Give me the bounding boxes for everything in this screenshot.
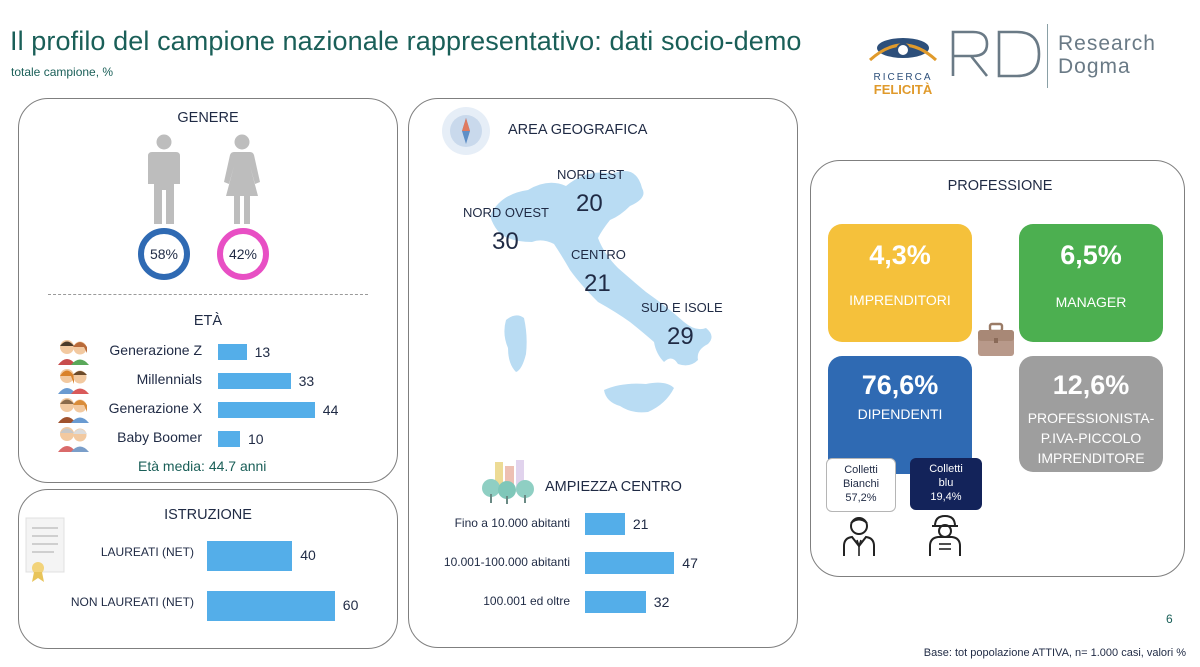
professione-title: PROFESSIONE: [947, 178, 1053, 194]
svg-text:FELICITÀ: FELICITÀ: [874, 82, 933, 97]
eta-value: 33: [298, 373, 315, 389]
area-title: AREA GEOGRAFICA: [508, 122, 648, 138]
ampiezza-value: 47: [682, 555, 698, 571]
istruzione-bar: [207, 541, 293, 571]
eta-media: Età media: 44.7 anni: [138, 458, 267, 474]
male-icon: [148, 134, 180, 224]
professionista-box: 12,6% PROFESSIONISTA- P.IVA-PICCOLO IMPR…: [1019, 356, 1163, 472]
area-region-label: NORD OVEST: [463, 205, 549, 220]
manager-label: MANAGER: [1055, 294, 1127, 310]
eta-label: Baby Boomer: [117, 429, 202, 445]
imprenditori-pct: 4,3%: [869, 240, 931, 270]
diploma-icon: [25, 517, 65, 582]
research-logo-text: Research: [1058, 32, 1156, 55]
eta-bar: [218, 373, 291, 389]
dipendenti-label: DIPENDENTI: [857, 406, 943, 422]
istruzione-label: NON LAUREATI (NET): [70, 595, 194, 609]
section-divider: [48, 294, 368, 295]
dipendenti-pct: 76,6%: [861, 370, 939, 400]
imprenditori-box: 4,3% IMPRENDITORI: [828, 224, 972, 342]
colletti-blu-line2: blu: [938, 477, 954, 489]
imprenditori-label: IMPRENDITORI: [849, 292, 951, 308]
ampiezza-label: 100.001 ed oltre: [483, 594, 570, 608]
ampiezza-value: 32: [653, 594, 670, 610]
manager-pct: 6,5%: [1060, 240, 1122, 270]
professionista-label-line3: IMPRENDITORE: [1037, 450, 1145, 466]
logo-divider: [1047, 24, 1048, 88]
professionista-label-line1: PROFESSIONISTA-: [1027, 410, 1155, 426]
area-region-label: CENTRO: [571, 247, 626, 262]
manager-box: 6,5% MANAGER: [1019, 224, 1163, 342]
istruzione-value: 60: [342, 597, 359, 613]
eta-title: ETÀ: [193, 313, 223, 329]
female-percentage: 42%: [217, 228, 269, 280]
ampiezza-bar: [585, 513, 625, 535]
colletti-bianchi-line2: Bianchi: [842, 478, 880, 490]
colletti-blu-box: Colletti blu 19,4%: [910, 458, 982, 510]
baby-boomer-avatar-icon: [58, 427, 89, 452]
eta-value: 44: [322, 402, 339, 418]
colletti-blu-line1: Colletti: [929, 463, 963, 475]
eta-bar: [218, 344, 247, 360]
ampiezza-value: 21: [632, 516, 649, 532]
ampiezza-label: Fino a 10.000 abitanti: [454, 516, 570, 530]
city-icon: [482, 460, 534, 504]
page-number: 6: [1166, 612, 1173, 626]
ampiezza-title: AMPIEZZA CENTRO: [545, 479, 682, 495]
area-region-value: 29: [667, 323, 694, 350]
ampiezza-bar: [585, 552, 675, 574]
page-title: Il profilo del campione nazionale rappre…: [10, 26, 802, 56]
colletti-bianchi-pct: 57,2%: [845, 492, 877, 504]
genere-title: GENERE: [177, 110, 239, 126]
rd-logo: [951, 30, 1041, 78]
eta-value: 13: [254, 344, 271, 360]
eta-label: Millennials: [136, 371, 202, 387]
eta-label: Generazione Z: [109, 342, 202, 358]
area-region-label: SUD E ISOLE: [641, 300, 723, 315]
area-region-value: 30: [492, 228, 519, 255]
ampiezza-label: 10.001-100.000 abitanti: [443, 555, 570, 569]
professionista-pct: 12,6%: [1052, 370, 1130, 400]
page-subtitle: totale campione, %: [11, 65, 114, 79]
blue-collar-worker-icon: [929, 514, 961, 556]
male-percentage: 58%: [138, 228, 190, 280]
eta-bar: [218, 402, 315, 418]
colletti-bianchi-box: Colletti Bianchi 57,2%: [826, 458, 896, 512]
istruzione-bar: [207, 591, 335, 621]
genere-eta-panel: [18, 98, 398, 483]
generation-x-avatar-icon: [58, 398, 89, 423]
compass-icon: [442, 107, 490, 155]
istruzione-label: LAUREATI (NET): [100, 545, 194, 559]
white-collar-worker-icon: [843, 517, 875, 556]
female-icon: [224, 134, 260, 224]
eta-bar: [218, 431, 240, 447]
istruzione-value: 40: [300, 547, 316, 563]
ricerca-felicita-logo: RICERCA FELICITÀ: [868, 38, 938, 97]
istruzione-title: ISTRUZIONE: [164, 507, 252, 523]
eta-value: 10: [248, 431, 264, 447]
dogma-logo-text: Dogma: [1058, 55, 1131, 78]
svg-text:RICERCA: RICERCA: [873, 72, 932, 83]
millennials-avatar-icon: [58, 369, 89, 394]
colletti-blu-pct: 19,4%: [930, 491, 962, 503]
base-note: Base: tot popolazione ATTIVA, n= 1.000 c…: [923, 647, 1186, 659]
briefcase-icon: [978, 322, 1014, 356]
area-region-value: 21: [584, 270, 611, 297]
area-region-label: NORD EST: [557, 167, 625, 182]
dipendenti-box: 76,6% DIPENDENTI: [828, 356, 972, 474]
ampiezza-bar: [585, 591, 646, 613]
professionista-label-line2: P.IVA-PICCOLO: [1040, 430, 1142, 446]
eta-label: Generazione X: [108, 400, 202, 416]
italy-map: [490, 171, 712, 413]
colletti-bianchi-line1: Colletti: [844, 464, 878, 476]
area-region-value: 20: [576, 190, 603, 217]
generation-z-avatar-icon: [58, 340, 89, 365]
